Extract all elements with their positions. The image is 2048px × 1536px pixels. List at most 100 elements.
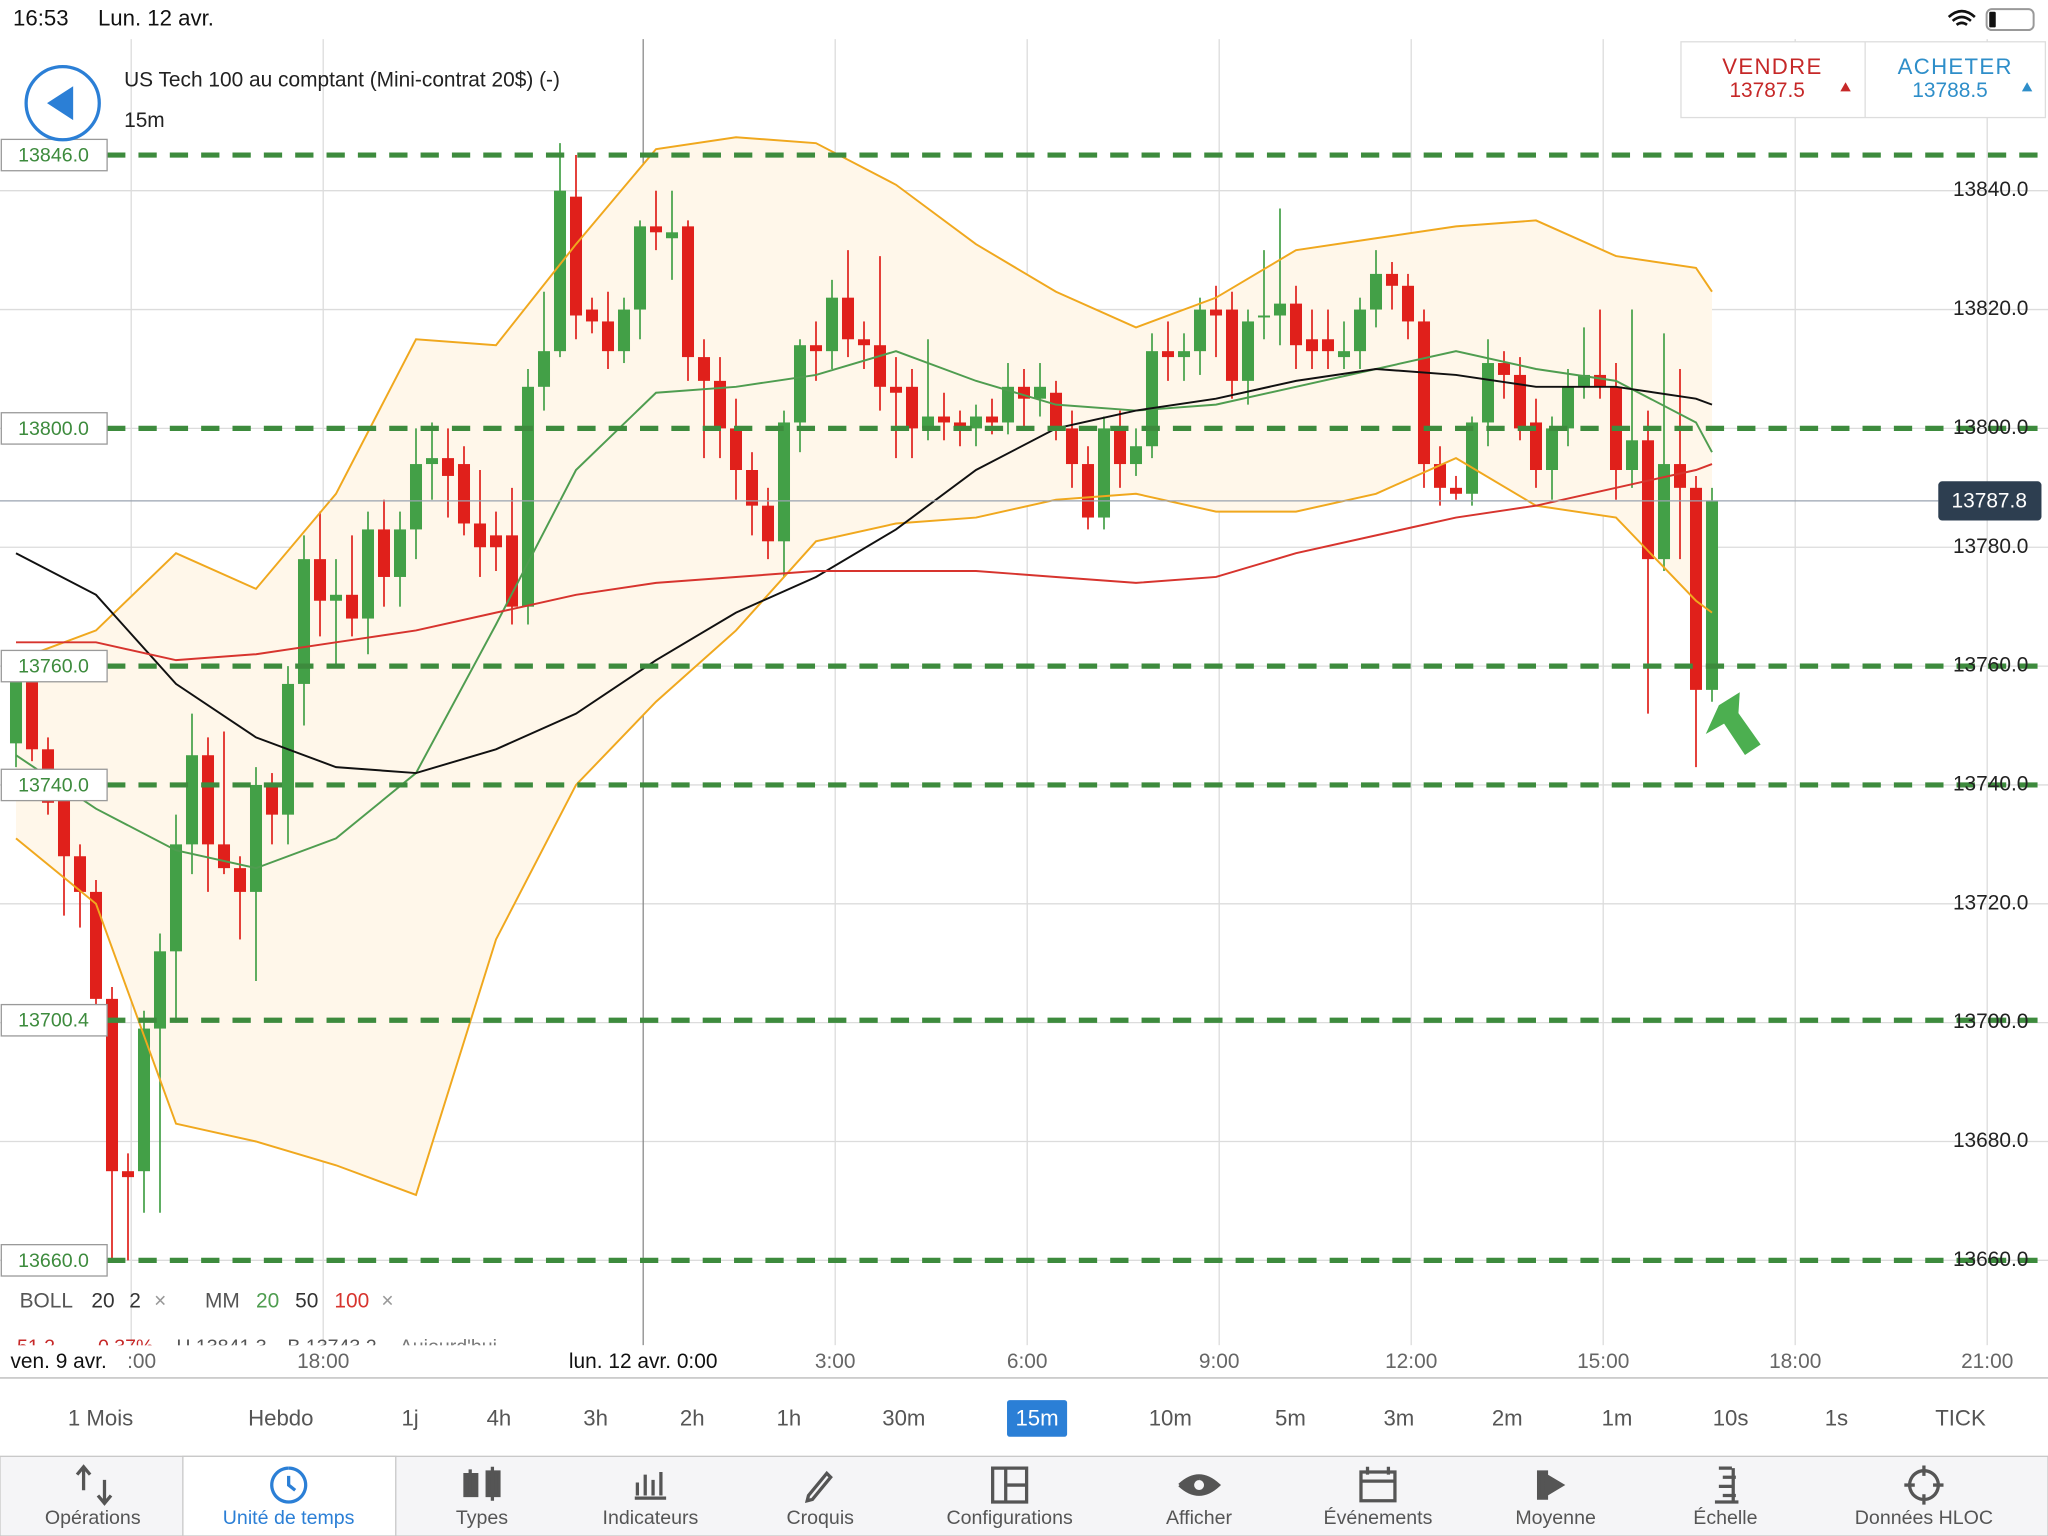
- sell-price[interactable]: 13787.5: [1729, 79, 1804, 102]
- timeframe-option[interactable]: 1j: [401, 1406, 418, 1431]
- level-label: 13660.0: [18, 1250, 89, 1272]
- timeframe-option[interactable]: 3m: [1383, 1406, 1414, 1431]
- back-arrow[interactable]: [47, 86, 74, 121]
- x-tick-label: 6:00: [1007, 1350, 1048, 1373]
- candle-body: [265, 784, 279, 815]
- candle-body: [169, 844, 183, 952]
- level-label: 13846.0: [18, 145, 89, 167]
- candle-body: [1033, 386, 1047, 399]
- y-tick-label: 13740.0: [1953, 772, 2028, 795]
- candle-body: [73, 856, 87, 892]
- chart: 13846.0 13800.0 13760.0 13740.0 13700.4 13660…: [0, 39, 2048, 1380]
- candle-body: [953, 422, 967, 429]
- buy-button[interactable]: ACHETER 13788.5: [1898, 54, 2033, 102]
- timeframe-option[interactable]: 10m: [1149, 1406, 1192, 1431]
- candle-body: [1417, 321, 1431, 465]
- candle-body: [313, 559, 327, 601]
- candle-body: [537, 351, 551, 387]
- tool-label[interactable]: Croquis: [787, 1507, 855, 1529]
- candle-body: [553, 190, 567, 352]
- candle-body: [89, 891, 103, 999]
- candle-body: [377, 529, 391, 577]
- level-tag: [0, 138, 108, 172]
- timeframe-option[interactable]: TICK: [1935, 1406, 1986, 1431]
- tool-label[interactable]: Afficher: [1166, 1507, 1232, 1529]
- level-label: 13700.4: [18, 1010, 89, 1032]
- candle-body: [889, 386, 903, 393]
- candle-body: [409, 464, 423, 530]
- candle-body: [1481, 363, 1495, 423]
- candle-body: [1673, 464, 1687, 488]
- candle-body: [1657, 464, 1671, 560]
- sell-button[interactable]: VENDRE 13787.5: [1722, 54, 1851, 102]
- timeframe-option[interactable]: 2h: [680, 1406, 705, 1431]
- tool-icon[interactable]: [634, 1472, 667, 1500]
- timeframe-selected[interactable]: [1007, 1400, 1068, 1437]
- timeframe-option[interactable]: 1 Mois: [68, 1406, 133, 1431]
- tool-label[interactable]: Données HLOC: [1855, 1507, 1993, 1529]
- candle-body: [137, 1028, 151, 1172]
- timeframe-option[interactable]: 4h: [487, 1406, 512, 1431]
- tool-icon[interactable]: [1178, 1474, 1222, 1496]
- timeframe-option[interactable]: 10s: [1713, 1406, 1749, 1431]
- tool-label[interactable]: Moyenne: [1515, 1507, 1596, 1529]
- candle-body: [985, 416, 999, 423]
- candle-body: [121, 1171, 135, 1178]
- y-tick-label: 13780.0: [1953, 535, 2028, 558]
- indicator-remove[interactable]: ×: [381, 1290, 393, 1313]
- x-axis-bar: [0, 1345, 2048, 1380]
- buy-arrow: [2021, 82, 2033, 92]
- tool-icon[interactable]: [991, 1466, 1029, 1504]
- candle-body: [1177, 351, 1191, 358]
- candle-body: [729, 428, 743, 471]
- candle-body: [1113, 428, 1127, 465]
- buy-label[interactable]: ACHETER: [1898, 54, 2013, 79]
- tool-icon[interactable]: [463, 1466, 501, 1501]
- timeframe-option[interactable]: 3h: [583, 1406, 608, 1431]
- tool-label[interactable]: Configurations: [947, 1507, 1073, 1529]
- annotation-arrow: [1705, 692, 1761, 755]
- candle-body: [825, 297, 839, 352]
- y-tick-label: 13660.0: [1953, 1248, 2028, 1271]
- timeframe-option[interactable]: 30m: [882, 1406, 925, 1431]
- candle-body: [345, 594, 359, 619]
- timeframe-option[interactable]: 15m: [1015, 1406, 1058, 1431]
- candle-body: [105, 998, 119, 1172]
- tool-label[interactable]: Types: [456, 1507, 508, 1529]
- candle-body: [1145, 351, 1159, 447]
- tool-label[interactable]: Indicateurs: [603, 1507, 699, 1529]
- candle-body: [1625, 440, 1639, 471]
- candle-body: [1225, 309, 1239, 381]
- timeframe-option[interactable]: 1s: [1825, 1406, 1848, 1431]
- candle-body: [393, 529, 407, 577]
- buy-price[interactable]: 13788.5: [1912, 79, 1987, 102]
- tool-label[interactable]: Échelle: [1693, 1506, 1757, 1529]
- tool-icon[interactable]: [1359, 1466, 1397, 1503]
- indicator-legend: ×: [154, 1290, 166, 1313]
- back-button[interactable]: [24, 64, 101, 142]
- tool-label[interactable]: Opérations: [45, 1507, 141, 1529]
- candle-body: [601, 321, 615, 352]
- tool-icon[interactable]: [75, 1464, 113, 1506]
- y-tick-label: 13840.0: [1953, 178, 2028, 201]
- tool-icon[interactable]: [270, 1466, 308, 1504]
- level-tag: [0, 412, 108, 445]
- timeframe-label: 15m: [124, 109, 165, 132]
- candle-body: [441, 458, 455, 476]
- tool-icon[interactable]: [1904, 1465, 1944, 1505]
- candle-body: [681, 226, 695, 358]
- y-tick-label: 13800.0: [1953, 416, 2028, 439]
- tool-icon[interactable]: [804, 1470, 833, 1503]
- timeframe-option[interactable]: 5m: [1275, 1406, 1306, 1431]
- timeframe-option[interactable]: 1m: [1602, 1406, 1633, 1431]
- sell-label[interactable]: VENDRE: [1722, 54, 1822, 79]
- tool-icon[interactable]: [1536, 1470, 1566, 1500]
- tool-label[interactable]: Unité de temps: [223, 1507, 355, 1529]
- tool-label[interactable]: Événements: [1324, 1506, 1433, 1529]
- level-tag: [0, 1003, 108, 1037]
- timeframe-option[interactable]: 1h: [777, 1406, 802, 1431]
- timeframe-option[interactable]: 2m: [1492, 1406, 1523, 1431]
- timeframe-option[interactable]: Hebdo: [248, 1406, 313, 1431]
- battery-level: [1989, 11, 1996, 28]
- tool-icon[interactable]: [1714, 1466, 1739, 1504]
